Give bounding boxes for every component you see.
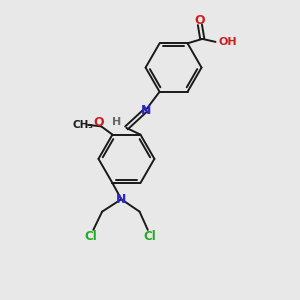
- Text: OH: OH: [218, 37, 237, 47]
- Text: N: N: [141, 104, 152, 117]
- Text: O: O: [94, 116, 104, 129]
- Text: Cl: Cl: [144, 230, 157, 243]
- Text: O: O: [195, 14, 205, 27]
- Text: N: N: [116, 193, 127, 206]
- Text: H: H: [112, 117, 122, 127]
- Text: CH₃: CH₃: [72, 120, 93, 130]
- Text: Cl: Cl: [85, 230, 97, 243]
